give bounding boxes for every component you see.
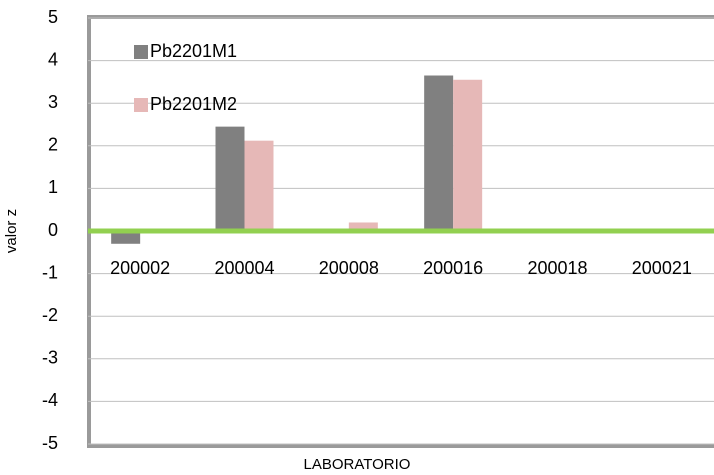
legend-swatch <box>134 98 148 112</box>
y-axis-title: valor z <box>3 209 20 253</box>
legend-label: Pb2201M2 <box>150 94 237 114</box>
x-axis-title: LABORATORIO <box>304 456 411 473</box>
bar <box>348 222 378 231</box>
y-tick-label: -5 <box>42 433 58 453</box>
y-tick-label: 1 <box>48 177 58 197</box>
y-tick-label: 3 <box>48 92 58 112</box>
y-tick-label: -3 <box>42 348 58 368</box>
bar <box>244 140 274 231</box>
y-tick-label: -2 <box>42 305 58 325</box>
bar <box>424 75 454 231</box>
y-tick-label: -4 <box>42 390 58 410</box>
x-tick-label: 200002 <box>110 258 170 278</box>
y-tick-label: 2 <box>48 135 58 155</box>
bar <box>453 79 483 232</box>
x-tick-label: 200021 <box>632 258 692 278</box>
x-tick-label: 200008 <box>319 258 379 278</box>
y-tick-label: 5 <box>48 7 58 27</box>
y-tick-label: -1 <box>42 262 58 282</box>
legend-label: Pb2201M1 <box>150 41 237 61</box>
legend-swatch <box>134 45 148 59</box>
bar <box>215 126 245 231</box>
bar <box>111 231 141 244</box>
y-tick-label: 4 <box>48 49 58 69</box>
y-tick-label: 0 <box>48 220 58 240</box>
x-tick-label: 200016 <box>423 258 483 278</box>
x-tick-label: 200004 <box>214 258 274 278</box>
x-tick-label: 200018 <box>527 258 587 278</box>
